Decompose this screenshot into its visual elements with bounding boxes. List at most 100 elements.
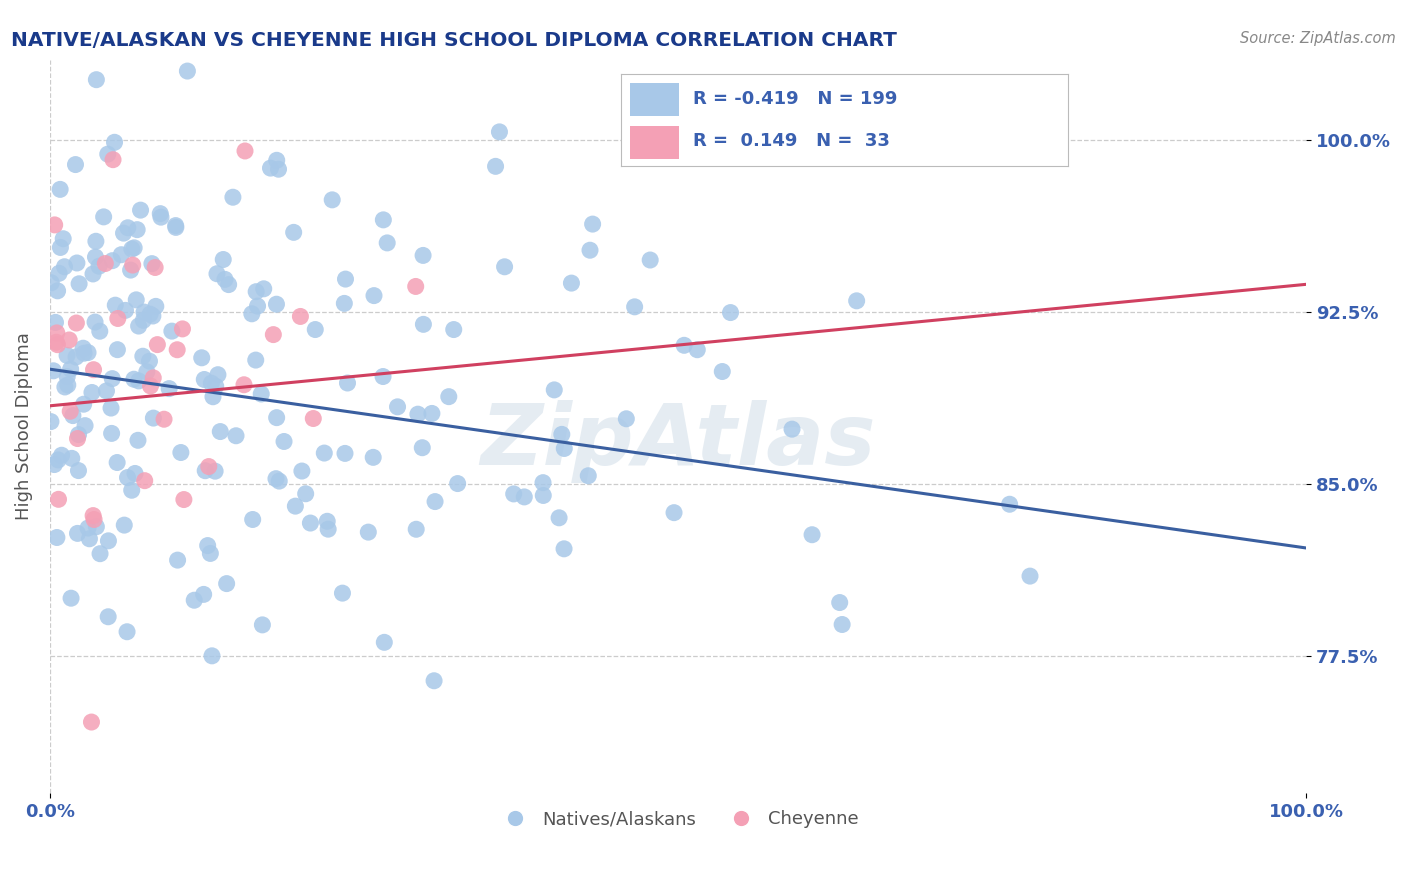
Point <box>553 541 575 556</box>
Point <box>513 490 536 504</box>
Point <box>831 617 853 632</box>
Point <box>107 343 129 357</box>
Point <box>266 153 288 168</box>
Point <box>82 267 104 281</box>
Point <box>336 376 359 390</box>
Point <box>66 526 89 541</box>
Point <box>173 492 195 507</box>
Point <box>100 426 122 441</box>
Point <box>82 508 104 523</box>
Point <box>502 487 524 501</box>
Point <box>446 476 468 491</box>
Point <box>316 522 339 536</box>
Text: Source: ZipAtlas.com: Source: ZipAtlas.com <box>1240 31 1396 46</box>
Point <box>253 282 276 296</box>
Point <box>357 525 380 540</box>
Point <box>84 234 107 248</box>
Point <box>250 387 273 401</box>
Point <box>53 380 76 394</box>
Point <box>333 296 356 310</box>
Point <box>363 288 385 302</box>
Point <box>66 256 89 270</box>
Point <box>143 260 166 275</box>
Text: ZipAtlas: ZipAtlas <box>481 400 876 483</box>
Point <box>197 459 219 474</box>
Point <box>105 456 128 470</box>
Point <box>132 305 155 319</box>
Point <box>93 210 115 224</box>
Point <box>132 349 155 363</box>
Point <box>335 272 357 286</box>
Point <box>149 210 172 224</box>
Point <box>86 519 108 533</box>
Point <box>267 162 290 177</box>
Point <box>83 362 105 376</box>
Point <box>139 379 162 393</box>
Point <box>494 260 516 274</box>
Point <box>304 322 326 336</box>
Point <box>581 217 603 231</box>
Point <box>45 531 67 545</box>
Point <box>201 390 224 404</box>
Point <box>84 250 107 264</box>
Point <box>212 252 235 267</box>
Point <box>45 326 67 340</box>
Point <box>62 409 84 423</box>
Point <box>146 337 169 351</box>
Point <box>86 72 108 87</box>
Point <box>45 335 67 350</box>
Point <box>166 553 188 567</box>
Point <box>720 305 742 319</box>
Point <box>299 516 322 530</box>
Point <box>160 324 183 338</box>
Point <box>101 253 124 268</box>
Point <box>998 497 1021 511</box>
Point <box>262 327 284 342</box>
Point <box>157 382 180 396</box>
Point <box>623 300 645 314</box>
Point <box>560 276 582 290</box>
Point <box>165 220 187 235</box>
Point <box>134 474 156 488</box>
Point <box>373 212 395 227</box>
Point <box>197 539 219 553</box>
Point <box>56 369 79 384</box>
Point <box>314 446 336 460</box>
Point <box>662 506 685 520</box>
Point <box>87 259 110 273</box>
Point <box>245 285 267 299</box>
Text: NATIVE/ALASKAN VS CHEYENNE HIGH SCHOOL DIPLOMA CORRELATION CHART: NATIVE/ALASKAN VS CHEYENNE HIGH SCHOOL D… <box>11 31 897 50</box>
Point <box>553 442 575 456</box>
Point <box>104 298 127 312</box>
Point <box>828 595 851 609</box>
Point <box>83 512 105 526</box>
Point <box>49 240 72 254</box>
Point <box>264 472 287 486</box>
Point <box>845 293 868 308</box>
Point <box>233 377 256 392</box>
Point <box>46 337 69 351</box>
Point <box>142 309 165 323</box>
Y-axis label: High School Diploma: High School Diploma <box>15 333 32 520</box>
Point <box>48 492 70 507</box>
Point <box>67 464 90 478</box>
Point <box>58 333 80 347</box>
Point <box>135 365 157 379</box>
Point <box>114 303 136 318</box>
Point <box>60 591 83 606</box>
Point <box>316 514 339 528</box>
Point <box>59 362 82 376</box>
Point <box>406 407 429 421</box>
Point <box>215 576 238 591</box>
Point <box>166 343 188 357</box>
Point <box>117 220 139 235</box>
Point <box>112 518 135 533</box>
Point <box>801 527 824 541</box>
Point <box>333 446 356 460</box>
Point <box>142 411 165 425</box>
Point <box>121 242 143 256</box>
Point <box>125 293 148 307</box>
Point <box>283 225 305 239</box>
Point <box>67 277 90 291</box>
Point <box>183 593 205 607</box>
